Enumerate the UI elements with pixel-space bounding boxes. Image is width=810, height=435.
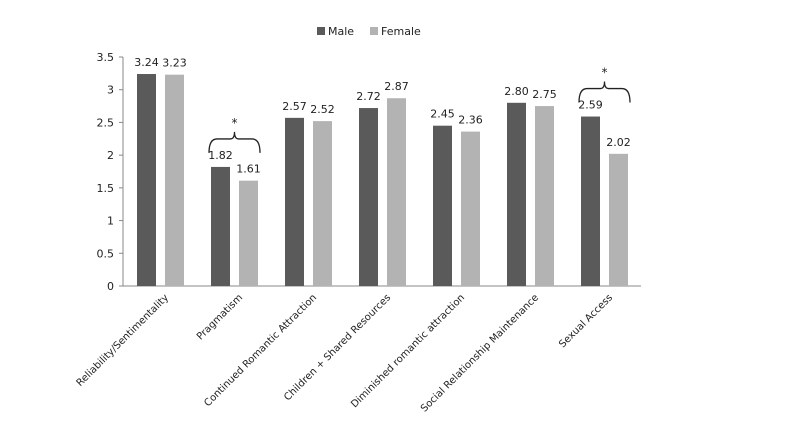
bar-male bbox=[507, 102, 526, 286]
bar-female bbox=[609, 153, 628, 286]
significance-asterisk: * bbox=[232, 116, 238, 130]
data-label: 2.72 bbox=[356, 90, 381, 103]
bar-female bbox=[165, 74, 184, 286]
data-label: 2.75 bbox=[532, 88, 557, 101]
bar-female bbox=[387, 98, 406, 286]
y-tick-label: 0 bbox=[107, 280, 114, 293]
data-label: 2.57 bbox=[282, 100, 307, 113]
y-tick-label: 2.5 bbox=[97, 116, 115, 129]
bar-male bbox=[433, 125, 452, 286]
bar-male bbox=[359, 108, 378, 286]
bar-male bbox=[137, 74, 156, 286]
x-tick-label: Social Relationship Maintenance bbox=[419, 292, 541, 414]
data-label: 2.59 bbox=[578, 99, 603, 112]
data-label: 2.80 bbox=[504, 85, 529, 98]
data-label: 2.52 bbox=[310, 103, 335, 116]
bar-male bbox=[211, 166, 230, 286]
data-label: 2.45 bbox=[430, 108, 455, 121]
bar-female bbox=[239, 180, 258, 286]
significance-bracket bbox=[208, 131, 261, 153]
data-label: 3.24 bbox=[134, 56, 159, 69]
x-axis-labels: Reliability/Sentimentality PragmatismCont… bbox=[75, 292, 615, 414]
data-label: 1.82 bbox=[208, 149, 233, 162]
significance-asterisk: * bbox=[602, 66, 608, 80]
x-tick-label: Sexual Access bbox=[557, 292, 615, 350]
legend: Male Female bbox=[317, 25, 421, 38]
y-tick-label: 0.5 bbox=[97, 247, 115, 260]
significance-bracket bbox=[578, 81, 631, 103]
annotations: ** bbox=[208, 66, 631, 153]
bar-male bbox=[285, 117, 304, 286]
legend-swatch-male bbox=[317, 27, 325, 35]
data-label: 2.87 bbox=[384, 80, 409, 93]
x-tick-label: Reliability/Sentimentality bbox=[75, 292, 172, 389]
y-tick-label: 1 bbox=[107, 215, 114, 228]
data-label: 2.36 bbox=[458, 114, 483, 127]
bar-female bbox=[535, 106, 554, 286]
x-tick-label: Pragmatism bbox=[195, 292, 245, 342]
bar-male bbox=[581, 116, 600, 286]
y-tick-label: 1.5 bbox=[97, 182, 115, 195]
data-label: 1.61 bbox=[236, 163, 261, 176]
bar-female bbox=[461, 131, 480, 286]
y-axis: 0 0.5 1 1.5 2 2.5 3 3.5 bbox=[97, 51, 641, 293]
y-tick-label: 3 bbox=[107, 84, 114, 97]
data-label: 3.23 bbox=[162, 57, 187, 70]
legend-label-male: Male bbox=[328, 25, 354, 38]
y-tick-label: 2 bbox=[107, 149, 114, 162]
legend-swatch-female bbox=[370, 27, 378, 35]
bars: 3.24 3.23 1.821.61 2.57 2.52 2.722.87 2.45 2.36… bbox=[134, 56, 631, 287]
legend-label-female: Female bbox=[381, 25, 421, 38]
data-label: 2.02 bbox=[606, 136, 631, 149]
bar-female bbox=[313, 121, 332, 287]
y-tick-label: 3.5 bbox=[97, 51, 115, 64]
